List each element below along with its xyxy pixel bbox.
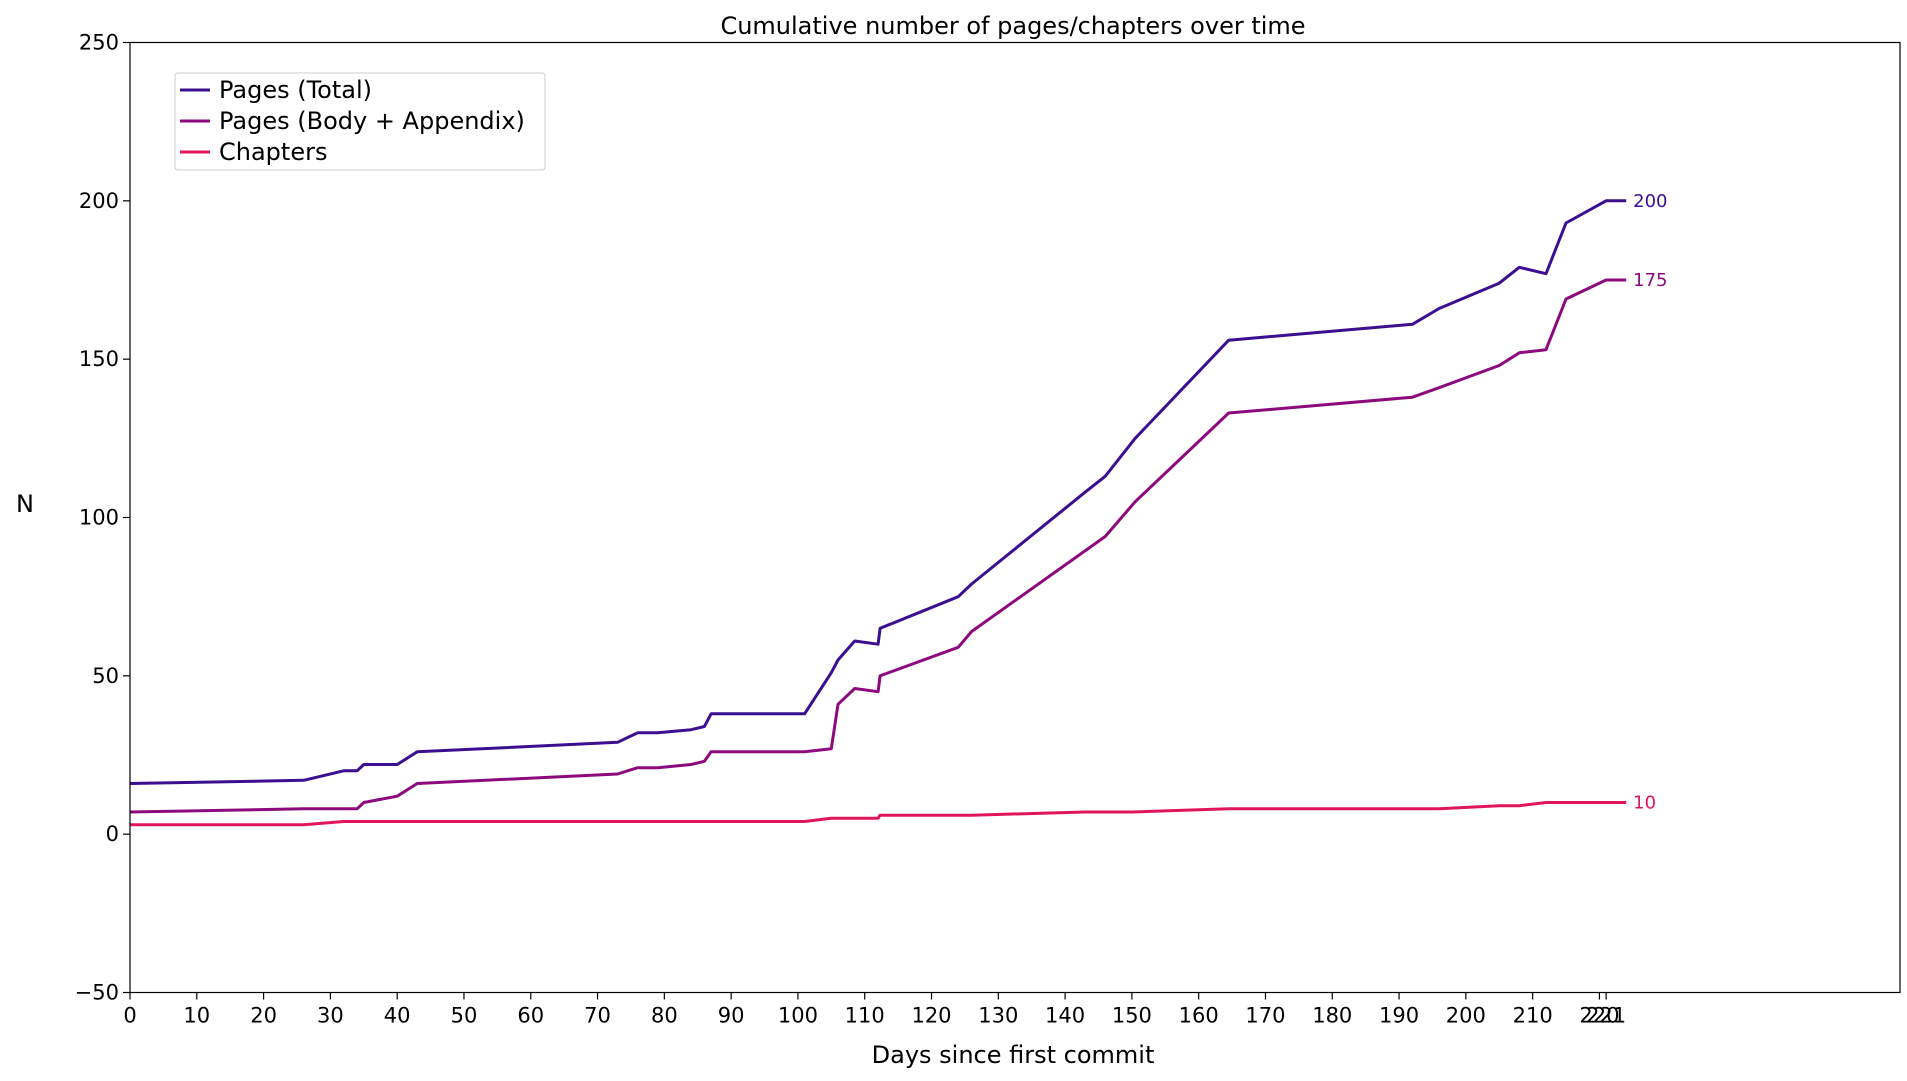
x-tick-label: 90: [718, 1004, 745, 1028]
x-tick-label: 30: [317, 1004, 344, 1028]
chart-title: Cumulative number of pages/chapters over…: [720, 12, 1305, 40]
legend-label: Pages (Total): [219, 76, 372, 104]
x-tick-label: 160: [1179, 1004, 1219, 1028]
y-tick-label: 0: [106, 822, 119, 846]
legend: Pages (Total) Pages (Body + Appendix) Chap…: [174, 72, 546, 171]
legend-items: Pages (Total) Pages (Body + Appendix) Chap…: [180, 76, 525, 166]
y-tick-label: 250: [79, 31, 119, 55]
y-axis-ticks: −50 0 50 100 150 200 250: [75, 31, 130, 1005]
legend-box: [174, 72, 546, 171]
y-tick-label: 50: [92, 664, 119, 688]
x-tick-label: 120: [911, 1004, 951, 1028]
x-tick-label: 190: [1379, 1004, 1419, 1028]
series-line-3: [130, 801, 1627, 827]
y-tick-label: 150: [79, 347, 119, 371]
x-tick-label: 110: [845, 1004, 885, 1028]
series-end-label: 175: [1633, 270, 1667, 291]
x-tick-label: 170: [1245, 1004, 1285, 1028]
y-tick-label: 100: [79, 506, 119, 530]
x-tick-label: 50: [451, 1004, 478, 1028]
x-tick-label: 130: [978, 1004, 1018, 1028]
x-tick-label: 221: [1586, 1004, 1626, 1028]
x-tick-label: 0: [123, 1004, 136, 1028]
x-tick-label: 100: [778, 1004, 818, 1028]
y-tick-label: −50: [75, 981, 119, 1005]
x-tick-label: 10: [183, 1004, 210, 1028]
series-line-2: [129, 278, 1627, 814]
x-tick-label: 150: [1112, 1004, 1152, 1028]
series-end-label: 200: [1633, 191, 1667, 212]
x-tick-label: 210: [1513, 1004, 1553, 1028]
y-tick-label: 200: [79, 189, 119, 213]
x-tick-label: 40: [384, 1004, 411, 1028]
x-axis-ticks: 0 10 20 30 40 50 60 70 80 90 100 110 120 130 140 150 160…: [123, 992, 1626, 1028]
legend-label: Pages (Body + Appendix): [219, 107, 525, 135]
x-tick-label: 140: [1045, 1004, 1085, 1028]
x-tick-label: 80: [651, 1004, 678, 1028]
x-tick-label: 220: [1579, 1004, 1619, 1028]
series-line-1: [129, 199, 1627, 785]
x-tick-label: 180: [1312, 1004, 1352, 1028]
x-tick-label: 60: [517, 1004, 544, 1028]
x-tick-label: 200: [1446, 1004, 1486, 1028]
legend-label: Chapters: [219, 138, 327, 166]
series-layer: 200 175 10: [129, 191, 1668, 827]
series-end-label: 10: [1633, 793, 1656, 814]
x-tick-label: 70: [584, 1004, 611, 1028]
x-axis-label: Days since first commit: [872, 1041, 1155, 1069]
y-axis-label: N: [16, 490, 34, 518]
x-tick-label: 20: [250, 1004, 277, 1028]
